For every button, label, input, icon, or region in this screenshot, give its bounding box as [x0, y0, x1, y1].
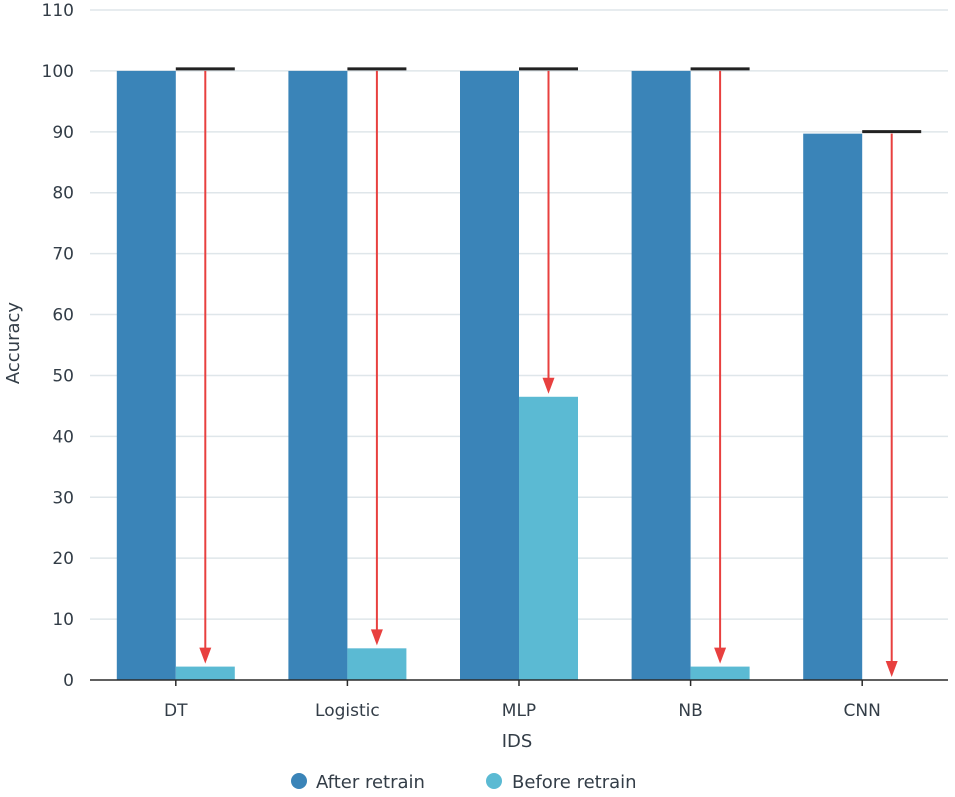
y-tick-label: 30 [52, 488, 74, 508]
y-tick-label: 10 [52, 610, 74, 630]
y-axis-title: Accuracy [3, 302, 24, 385]
bar-after-retrain-cnn [803, 133, 863, 681]
y-tick-label: 50 [52, 366, 74, 386]
drop-arrow-head-logistic [370, 629, 383, 646]
y-tick-label: 80 [52, 184, 74, 204]
bar-before-retrain-mlp [519, 396, 578, 680]
bar-after-retrain-nb [631, 70, 691, 681]
x-axis-ticks: DT Logistic MLP NB CNN [164, 680, 881, 721]
x-tick-label-nb: NB [678, 701, 702, 721]
y-tick-label: 0 [63, 671, 74, 691]
y-tick-label: 100 [42, 62, 74, 82]
x-tick-label-logistic: Logistic [315, 701, 380, 721]
x-tick-label-cnn: CNN [844, 701, 881, 721]
bar-after-retrain-dt [116, 70, 176, 681]
drop-arrows [175, 67, 922, 677]
legend: After retrain Before retrain [291, 772, 637, 793]
x-axis-title: IDS [502, 731, 533, 752]
bars [116, 70, 863, 681]
y-tick-label: 70 [52, 245, 74, 265]
bar-before-retrain-dt [175, 666, 235, 680]
bar-after-retrain-mlp [460, 70, 519, 681]
bar-before-retrain-logistic [347, 648, 407, 680]
legend-label-after-retrain[interactable]: After retrain [316, 772, 425, 793]
x-tick-label-dt: DT [164, 701, 188, 721]
y-tick-label: 60 [52, 306, 74, 326]
drop-arrow-head-nb [714, 647, 727, 664]
legend-label-before-retrain[interactable]: Before retrain [512, 772, 637, 793]
legend-swatch-before-retrain[interactable] [486, 773, 502, 789]
bar-before-retrain-nb [690, 666, 750, 680]
y-tick-label: 90 [52, 123, 74, 143]
drop-arrow-head-cnn [885, 661, 898, 677]
drop-arrow-head-mlp [542, 377, 555, 394]
y-axis-ticks: 0 10 20 30 40 50 60 70 80 90 100 110 [42, 1, 74, 691]
x-tick-label-mlp: MLP [502, 701, 536, 721]
drop-arrow-head-dt [199, 647, 212, 664]
y-tick-label: 20 [52, 549, 74, 569]
y-tick-label: 110 [42, 1, 74, 21]
bar-after-retrain-logistic [288, 70, 348, 681]
y-tick-label: 40 [52, 427, 74, 447]
legend-swatch-after-retrain[interactable] [291, 773, 307, 789]
